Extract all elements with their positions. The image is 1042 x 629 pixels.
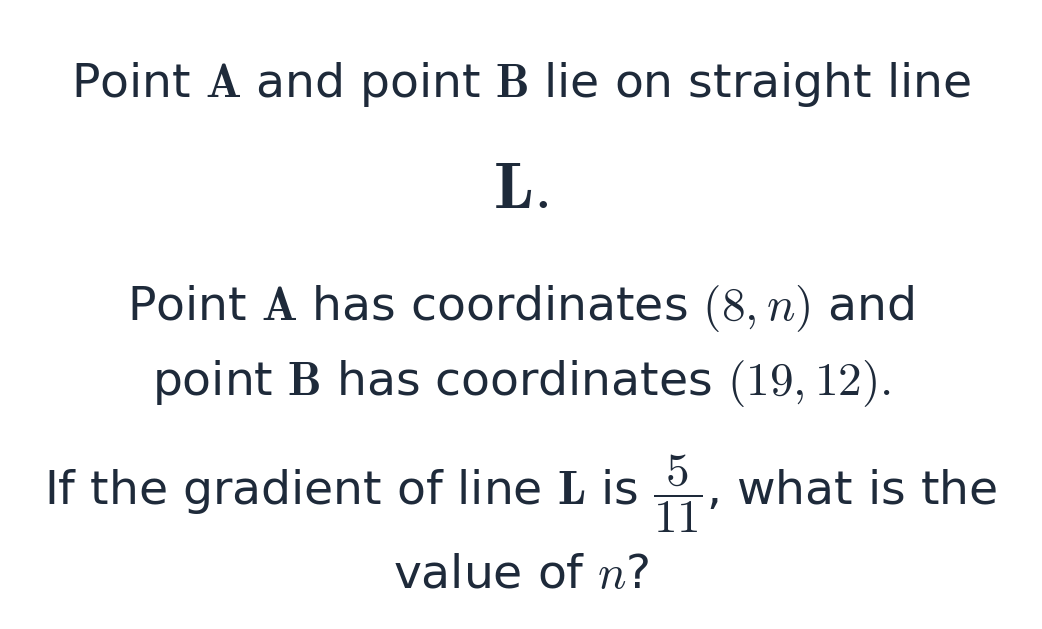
Text: $\mathbf{L}.$: $\mathbf{L}.$ bbox=[494, 156, 548, 221]
Text: point $\mathbf{B}$ has coordinates $(19, 12).$: point $\mathbf{B}$ has coordinates $(19,… bbox=[151, 358, 891, 409]
Text: value of $n$?: value of $n$? bbox=[393, 553, 649, 598]
Text: Point $\mathbf{A}$ has coordinates $(8, n)$ and: Point $\mathbf{A}$ has coordinates $(8, … bbox=[127, 282, 915, 334]
Text: Point $\mathbf{A}$ and point $\mathbf{B}$ lie on straight line: Point $\mathbf{A}$ and point $\mathbf{B}… bbox=[71, 60, 971, 109]
Text: If the gradient of line $\mathbf{L}$ is $\dfrac{5}{11}$, what is the: If the gradient of line $\mathbf{L}$ is … bbox=[45, 452, 997, 535]
